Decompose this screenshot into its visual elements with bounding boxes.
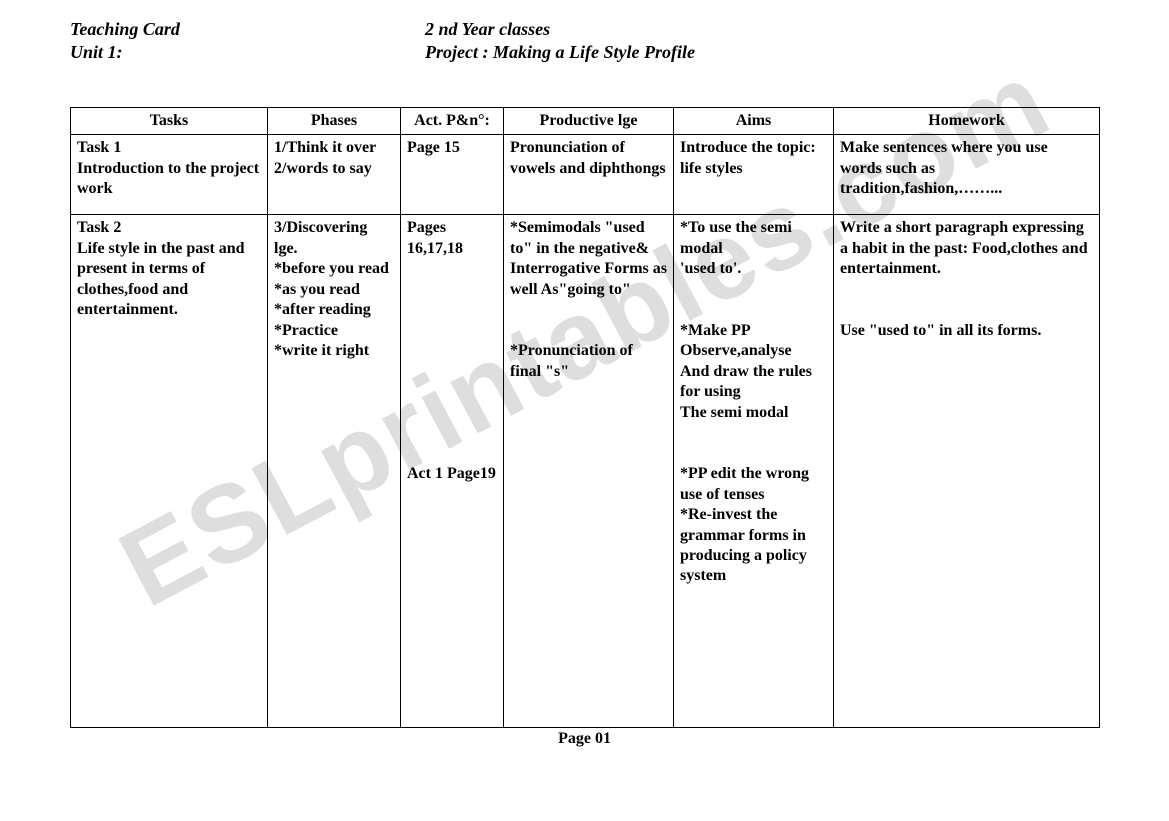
header-teaching-card: Teaching Card — [70, 18, 425, 41]
header-project: Project : Making a Life Style Profile — [425, 41, 695, 64]
header-left-block: Teaching Card Unit 1: — [70, 18, 425, 63]
cell-aims: Introduce the topic: life styles — [674, 135, 834, 215]
cell-productive: Pronunciation of vowels and diphthongs — [504, 135, 674, 215]
table-row: Task 2Life style in the past and present… — [71, 215, 1100, 728]
cell-homework: Make sentences where you use words such … — [834, 135, 1100, 215]
cell-act: Page 15 — [401, 135, 504, 215]
col-header-tasks: Tasks — [71, 108, 268, 135]
table-row: Task 1Introduction to the project work 1… — [71, 135, 1100, 215]
cell-phases: 3/Discovering lge.*before you read*as yo… — [268, 215, 401, 728]
col-header-productive: Productive lge — [504, 108, 674, 135]
col-header-homework: Homework — [834, 108, 1100, 135]
document-header: Teaching Card Unit 1: 2 nd Year classes … — [70, 18, 1099, 63]
table-header-row: Tasks Phases Act. P&n°: Productive lge A… — [71, 108, 1100, 135]
cell-homework: Write a short paragraph expressing a hab… — [834, 215, 1100, 728]
header-unit: Unit 1: — [70, 41, 425, 64]
header-year-classes: 2 nd Year classes — [425, 18, 695, 41]
col-header-act: Act. P&n°: — [401, 108, 504, 135]
col-header-phases: Phases — [268, 108, 401, 135]
header-right-block: 2 nd Year classes Project : Making a Lif… — [425, 18, 695, 63]
cell-phases: 1/Think it over2/words to say — [268, 135, 401, 215]
lesson-plan-table: Tasks Phases Act. P&n°: Productive lge A… — [70, 107, 1100, 728]
cell-productive: *Semimodals "used to" in the negative& I… — [504, 215, 674, 728]
col-header-aims: Aims — [674, 108, 834, 135]
page-number: Page 01 — [70, 730, 1099, 748]
cell-tasks: Task 1Introduction to the project work — [71, 135, 268, 215]
cell-aims: *To use the semi modal'used to'.*Make PP… — [674, 215, 834, 728]
cell-act: Pages 16,17,18 Act 1 Page19 — [401, 215, 504, 728]
cell-tasks: Task 2Life style in the past and present… — [71, 215, 268, 728]
